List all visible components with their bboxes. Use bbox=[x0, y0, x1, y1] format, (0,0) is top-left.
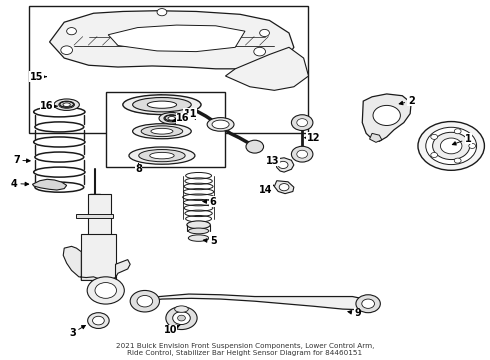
Bar bbox=[81, 234, 116, 280]
Ellipse shape bbox=[129, 147, 195, 164]
Circle shape bbox=[137, 296, 153, 307]
Ellipse shape bbox=[151, 129, 173, 134]
Circle shape bbox=[172, 102, 189, 115]
Ellipse shape bbox=[188, 228, 209, 234]
Polygon shape bbox=[274, 181, 294, 194]
Ellipse shape bbox=[164, 115, 179, 122]
Ellipse shape bbox=[168, 117, 175, 120]
Circle shape bbox=[418, 122, 485, 170]
Ellipse shape bbox=[141, 126, 183, 136]
Polygon shape bbox=[225, 47, 309, 90]
Text: 16: 16 bbox=[172, 113, 190, 123]
Polygon shape bbox=[275, 158, 294, 172]
Ellipse shape bbox=[212, 120, 229, 129]
Polygon shape bbox=[369, 134, 382, 142]
Circle shape bbox=[87, 277, 124, 304]
Circle shape bbox=[356, 295, 380, 313]
Ellipse shape bbox=[133, 98, 191, 112]
Circle shape bbox=[469, 143, 476, 148]
Text: 13: 13 bbox=[266, 156, 280, 166]
Text: 6: 6 bbox=[203, 197, 217, 207]
Bar bbox=[106, 92, 225, 167]
Circle shape bbox=[431, 134, 438, 139]
Circle shape bbox=[95, 283, 117, 298]
Text: 4: 4 bbox=[11, 179, 29, 189]
Bar bbox=[88, 194, 111, 237]
Circle shape bbox=[172, 312, 190, 324]
Polygon shape bbox=[145, 294, 372, 310]
Circle shape bbox=[373, 105, 400, 126]
Text: 15: 15 bbox=[29, 72, 47, 82]
Text: 1: 1 bbox=[452, 134, 472, 145]
Polygon shape bbox=[32, 179, 67, 190]
Text: 9: 9 bbox=[348, 309, 361, 318]
Ellipse shape bbox=[187, 221, 210, 229]
Ellipse shape bbox=[123, 95, 201, 114]
Circle shape bbox=[292, 146, 313, 162]
Circle shape bbox=[297, 150, 308, 158]
Ellipse shape bbox=[59, 101, 74, 108]
Circle shape bbox=[88, 313, 109, 328]
Circle shape bbox=[260, 30, 270, 37]
Text: 16: 16 bbox=[40, 101, 57, 111]
Circle shape bbox=[254, 47, 266, 56]
Ellipse shape bbox=[54, 99, 79, 111]
Ellipse shape bbox=[207, 118, 234, 131]
Text: 8: 8 bbox=[135, 163, 142, 174]
Circle shape bbox=[93, 316, 104, 325]
Circle shape bbox=[454, 129, 461, 134]
Polygon shape bbox=[76, 214, 113, 218]
Ellipse shape bbox=[139, 149, 185, 162]
Circle shape bbox=[292, 115, 313, 131]
Circle shape bbox=[431, 153, 438, 158]
Text: 3: 3 bbox=[69, 325, 85, 338]
Text: 11: 11 bbox=[184, 109, 197, 119]
Text: 12: 12 bbox=[305, 133, 320, 143]
Circle shape bbox=[441, 138, 462, 154]
Circle shape bbox=[426, 127, 477, 165]
Polygon shape bbox=[362, 94, 411, 141]
Ellipse shape bbox=[174, 306, 188, 312]
Ellipse shape bbox=[133, 124, 191, 139]
Circle shape bbox=[278, 161, 288, 168]
Circle shape bbox=[362, 299, 374, 309]
Polygon shape bbox=[108, 25, 245, 51]
Circle shape bbox=[279, 184, 289, 191]
Text: 10: 10 bbox=[164, 325, 180, 335]
Circle shape bbox=[246, 140, 264, 153]
Ellipse shape bbox=[147, 101, 176, 108]
Circle shape bbox=[454, 158, 461, 163]
Circle shape bbox=[157, 9, 167, 16]
Circle shape bbox=[297, 119, 308, 127]
Ellipse shape bbox=[159, 113, 184, 124]
Ellipse shape bbox=[188, 235, 209, 241]
Text: 14: 14 bbox=[259, 185, 273, 195]
Circle shape bbox=[61, 46, 73, 54]
Bar bbox=[29, 6, 308, 134]
Circle shape bbox=[67, 28, 76, 35]
Circle shape bbox=[130, 291, 159, 312]
Ellipse shape bbox=[150, 152, 174, 159]
Text: 5: 5 bbox=[203, 236, 217, 246]
Ellipse shape bbox=[63, 103, 71, 107]
Text: 2: 2 bbox=[399, 96, 415, 106]
Text: 7: 7 bbox=[13, 155, 30, 165]
Circle shape bbox=[166, 307, 197, 329]
Polygon shape bbox=[63, 246, 130, 281]
Circle shape bbox=[433, 132, 470, 159]
Polygon shape bbox=[49, 11, 294, 69]
Text: 2021 Buick Envision Front Suspension Components, Lower Control Arm,
Ride Control: 2021 Buick Envision Front Suspension Com… bbox=[116, 343, 374, 356]
Circle shape bbox=[177, 315, 185, 321]
